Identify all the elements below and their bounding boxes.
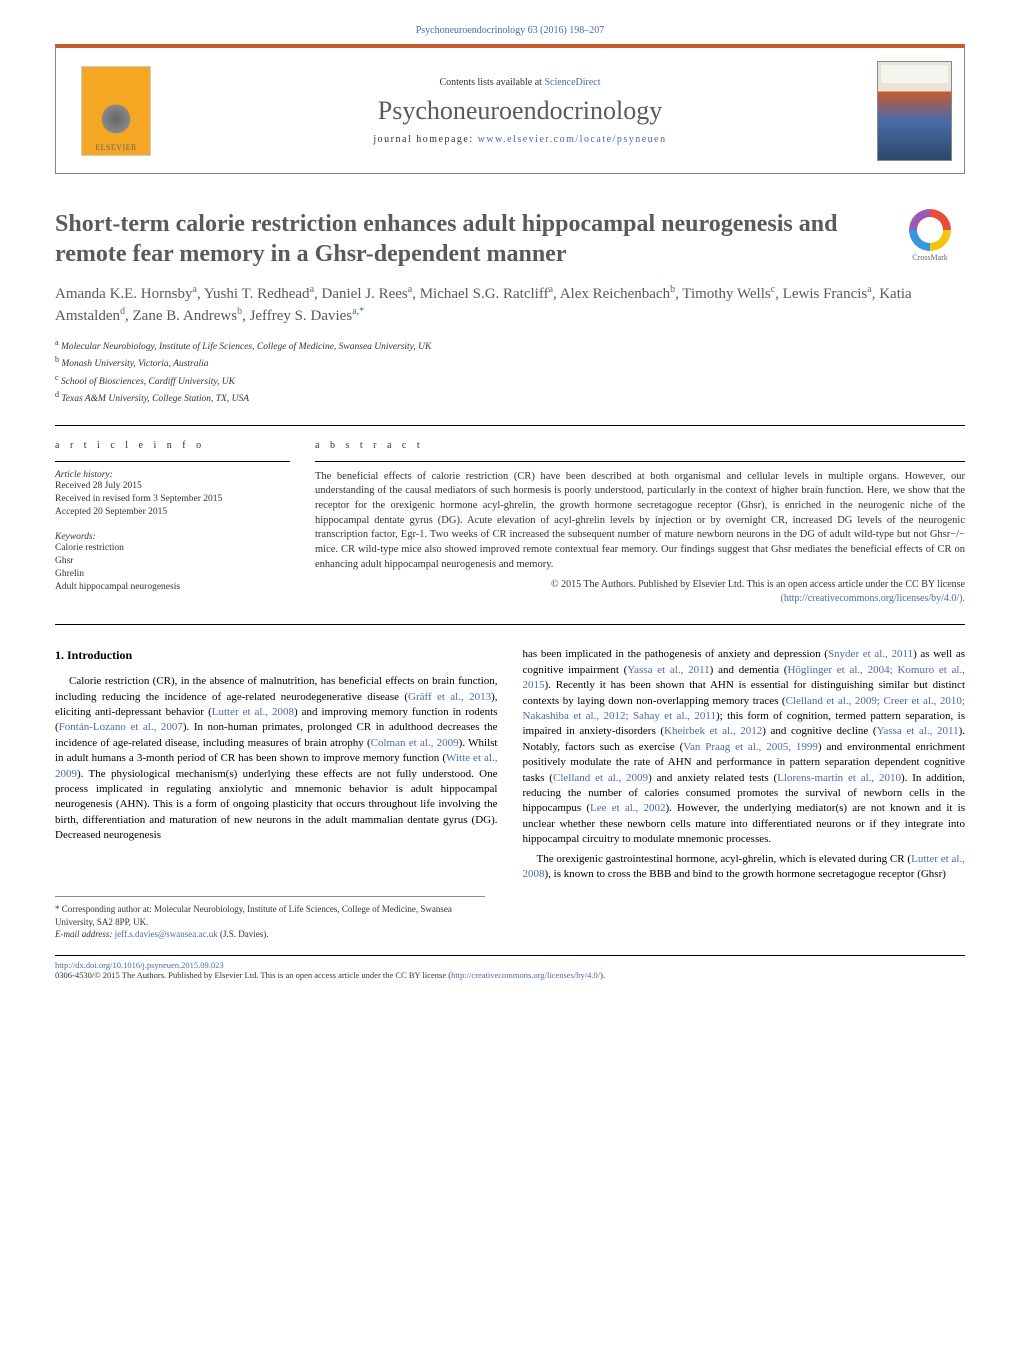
crossmark-icon xyxy=(909,209,951,251)
abstract-divider xyxy=(315,461,965,462)
info-divider xyxy=(55,461,290,462)
crossmark-label: CrossMark xyxy=(895,253,965,262)
citation-link[interactable]: Yassa et al., 2011 xyxy=(877,725,959,737)
affiliation-item: b Monash University, Victoria, Australia xyxy=(55,354,965,371)
abstract-text: The beneficial effects of calorie restri… xyxy=(315,470,965,573)
issn-text: 0306-4530/© 2015 The Authors. Published … xyxy=(55,970,451,980)
journal-name: Psychoneuroendocrinology xyxy=(378,96,663,126)
history-item: Received 28 July 2015 xyxy=(55,480,290,493)
article-title: Short-term calorie restriction enhances … xyxy=(55,209,965,269)
crossmark-badge[interactable]: CrossMark xyxy=(895,209,965,262)
intro-para-1-cont: has been implicated in the pathogenesis … xyxy=(523,647,966,847)
keywords-label: Keywords: xyxy=(55,532,290,542)
email-name: (J.S. Davies). xyxy=(218,929,269,939)
history-item: Accepted 20 September 2015 xyxy=(55,506,290,519)
homepage-prefix: journal homepage: xyxy=(373,134,477,145)
citation-link[interactable]: Van Praag et al., 2005, 1999 xyxy=(683,741,818,753)
abstract-column: a b s t r a c t The beneficial effects o… xyxy=(315,440,965,607)
article-info-column: a r t i c l e i n f o Article history: R… xyxy=(55,440,315,607)
citation-link[interactable]: Clelland et al., 2009; Creer et al., 201… xyxy=(523,695,965,722)
affiliation-item: a Molecular Neurobiology, Institute of L… xyxy=(55,337,965,354)
affiliations-list: a Molecular Neurobiology, Institute of L… xyxy=(55,337,965,407)
citation-link[interactable]: Kheirbek et al., 2012 xyxy=(664,725,762,737)
homepage-line: journal homepage: www.elsevier.com/locat… xyxy=(373,134,666,145)
article-info-label: a r t i c l e i n f o xyxy=(55,440,290,451)
meta-row: a r t i c l e i n f o Article history: R… xyxy=(55,426,965,607)
keyword-item: Calorie restriction xyxy=(55,542,290,555)
citation-link[interactable]: Colman et al., 2009 xyxy=(371,737,459,749)
corresponding-author-note: * Corresponding author at: Molecular Neu… xyxy=(55,903,485,928)
license-link[interactable]: (http://creativecommons.org/licenses/by/… xyxy=(781,593,966,604)
article-header: CrossMark Short-term calorie restriction… xyxy=(55,209,965,407)
citation-link[interactable]: Lee et al., 2002 xyxy=(590,802,665,814)
body-column-right: has been implicated in the pathogenesis … xyxy=(523,647,966,882)
corresponding-email-link[interactable]: jeff.s.davies@swansea.ac.uk xyxy=(115,929,218,939)
authors-list: Amanda K.E. Hornsbya, Yushi T. Redheada,… xyxy=(55,283,965,327)
history-item: Received in revised form 3 September 201… xyxy=(55,493,290,506)
section-divider-2 xyxy=(55,624,965,625)
body-column-left: 1. Introduction Calorie restriction (CR)… xyxy=(55,647,498,882)
keyword-item: Ghrelin xyxy=(55,568,290,581)
elsevier-tree-icon xyxy=(86,83,146,143)
intro-para-1: Calorie restriction (CR), in the absence… xyxy=(55,674,498,843)
abstract-label: a b s t r a c t xyxy=(315,440,965,451)
citation-link[interactable]: Clelland et al., 2009 xyxy=(553,772,648,784)
footer-line: http://dx.doi.org/10.1016/j.psyneuen.201… xyxy=(55,955,965,980)
citation-link[interactable]: Llorens-martín et al., 2010 xyxy=(777,772,901,784)
journal-header-box: ELSEVIER Contents lists available at Sci… xyxy=(55,44,965,174)
publisher-logo-cell: ELSEVIER xyxy=(56,48,176,173)
citation-link[interactable]: Höglinger et al., 2004; Komuro et al., 2… xyxy=(523,664,966,691)
issn-close: ). xyxy=(600,970,605,980)
issn-copyright: 0306-4530/© 2015 The Authors. Published … xyxy=(55,970,965,980)
copyright-text: © 2015 The Authors. Published by Elsevie… xyxy=(551,579,965,590)
citation-link[interactable]: Lutter et al., 2008 xyxy=(212,706,294,718)
intro-para-2: The orexigenic gastrointestinal hormone,… xyxy=(523,852,966,883)
keyword-item: Adult hippocampal neurogenesis xyxy=(55,581,290,594)
keyword-item: Ghsr xyxy=(55,555,290,568)
elsevier-logo: ELSEVIER xyxy=(81,66,151,156)
affiliation-item: d Texas A&M University, College Station,… xyxy=(55,389,965,406)
email-label: E-mail address: xyxy=(55,929,115,939)
citation-link[interactable]: Lutter et al., 2008 xyxy=(523,853,966,880)
citation-link[interactable]: Snyder et al., 2011 xyxy=(828,648,913,660)
contents-prefix: Contents lists available at xyxy=(439,77,544,88)
citation-link[interactable]: Gräff et al., 2013 xyxy=(408,691,491,703)
citation-link[interactable]: Yassa et al., 2011 xyxy=(627,664,709,676)
doi-link[interactable]: http://dx.doi.org/10.1016/j.psyneuen.201… xyxy=(55,960,224,970)
footnotes: * Corresponding author at: Molecular Neu… xyxy=(55,896,485,941)
copyright-line: © 2015 The Authors. Published by Elsevie… xyxy=(315,578,965,606)
homepage-link[interactable]: www.elsevier.com/locate/psyneuen xyxy=(478,134,667,145)
header-center: Contents lists available at ScienceDirec… xyxy=(176,48,864,173)
contents-available-line: Contents lists available at ScienceDirec… xyxy=(439,77,600,88)
citation-link[interactable]: Fontán-Lozano et al., 2007 xyxy=(59,721,183,733)
email-line: E-mail address: jeff.s.davies@swansea.ac… xyxy=(55,928,485,941)
affiliation-item: c School of Biosciences, Cardiff Univers… xyxy=(55,372,965,389)
journal-cover-thumbnail xyxy=(877,61,952,161)
cover-thumb-cell xyxy=(864,48,964,173)
elsevier-text: ELSEVIER xyxy=(95,143,137,152)
citation-link[interactable]: Witte et al., 2009 xyxy=(55,752,498,779)
intro-heading: 1. Introduction xyxy=(55,647,498,664)
history-label: Article history: xyxy=(55,470,290,480)
issn-license-link[interactable]: http://creativecommons.org/licenses/by/4… xyxy=(451,970,600,980)
journal-reference-top: Psychoneuroendocrinology 63 (2016) 198–2… xyxy=(0,0,1020,44)
sciencedirect-link[interactable]: ScienceDirect xyxy=(544,77,600,88)
body-columns: 1. Introduction Calorie restriction (CR)… xyxy=(55,647,965,882)
